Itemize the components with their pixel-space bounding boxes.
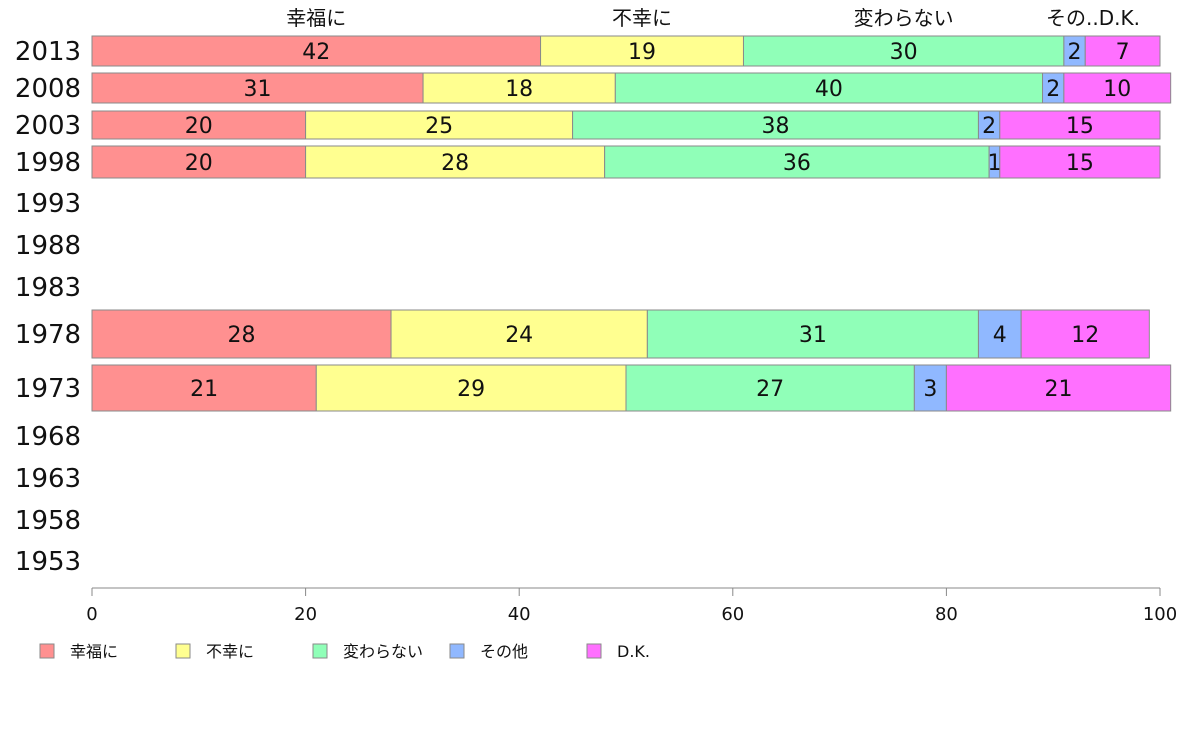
data-label-2013-1: 19: [628, 40, 656, 65]
bar-segment-2013-4: [1084, 35, 1161, 67]
data-label-2003-3: 2: [982, 114, 996, 139]
data-label-1998-3: 1: [987, 151, 1001, 176]
data-label-2008-2: 40: [815, 77, 843, 102]
bar-segment-1973-1: [315, 364, 627, 412]
bar-segment-1978-2: [646, 309, 979, 359]
data-label-1978-0: 28: [228, 323, 256, 348]
year-label-1958: 1958: [15, 506, 81, 536]
data-label-1998-4: 15: [1066, 151, 1094, 176]
data-label-2008-3: 2: [1046, 77, 1060, 102]
data-label-1998-2: 36: [783, 151, 811, 176]
data-label-2008-0: 31: [244, 77, 272, 102]
data-label-2013-3: 2: [1068, 40, 1082, 65]
bar-segment-2008-1: [422, 72, 616, 104]
x-tick-label-0: 0: [86, 604, 97, 625]
bar-segment-1973-3: [913, 364, 947, 412]
bar-segment-1998-4: [999, 145, 1161, 179]
top-label-2: 変わらない: [854, 6, 954, 30]
bar-segment-1998-1: [305, 145, 606, 179]
bar-segment-2008-0: [91, 72, 424, 104]
bar-segment-2013-2: [742, 35, 1065, 67]
year-label-1978: 1978: [15, 320, 81, 350]
bar-segment-1973-2: [625, 364, 915, 412]
data-label-2003-0: 20: [185, 114, 213, 139]
data-label-2013-0: 42: [302, 40, 330, 65]
legend-swatch-2: [312, 643, 328, 659]
x-tick-label-40: 40: [508, 604, 531, 625]
x-tick-label-20: 20: [294, 604, 317, 625]
legend-label-2: 変わらない: [343, 642, 423, 661]
data-label-1973-4: 21: [1045, 377, 1073, 402]
legend-label-0: 幸福に: [70, 642, 118, 661]
top-label-3: その..D.K.: [1046, 6, 1140, 30]
data-label-2008-4: 10: [1103, 77, 1131, 102]
bar-segment-2003-2: [572, 110, 979, 140]
year-label-1988: 1988: [15, 231, 81, 261]
data-label-2003-1: 25: [425, 114, 453, 139]
data-label-2013-2: 30: [890, 40, 918, 65]
top-label-0: 幸福に: [286, 6, 346, 30]
year-label-2013: 2013: [15, 37, 81, 67]
data-label-2013-4: 7: [1116, 40, 1130, 65]
bar-segment-2003-1: [305, 110, 574, 140]
year-label-1968: 1968: [15, 422, 81, 452]
year-label-1993: 1993: [15, 189, 81, 219]
bar-segment-1998-2: [604, 145, 990, 179]
bar-segment-2003-4: [999, 110, 1161, 140]
data-label-2003-2: 38: [762, 114, 790, 139]
bar-segment-2013-1: [540, 35, 744, 67]
x-tick-label-60: 60: [721, 604, 744, 625]
bar-segment-1998-0: [91, 145, 307, 179]
year-label-1973: 1973: [15, 374, 81, 404]
year-label-2008: 2008: [15, 74, 81, 104]
year-label-1983: 1983: [15, 273, 81, 303]
legend-label-4: D.K.: [617, 642, 650, 661]
data-label-1978-4: 12: [1071, 323, 1099, 348]
top-labels: 幸福に 不幸に 変わらない その..D.K.: [286, 6, 1140, 30]
year-label-1998: 1998: [15, 148, 81, 178]
data-label-1973-3: 3: [923, 377, 937, 402]
year-labels: 2013 2008 2003 1998 1993 1988 1983 1978 1973 1968…: [15, 37, 81, 577]
bar-segment-2013-0: [91, 35, 542, 67]
legend: 幸福に 不幸に 変わらない その他 D.K.: [39, 642, 650, 661]
x-tick-label-80: 80: [935, 604, 958, 625]
bar-segment-1978-0: [91, 309, 392, 359]
legend-swatch-1: [175, 643, 191, 659]
x-axis: 0 20 40 60 80 100: [86, 587, 1177, 625]
legend-swatch-4: [586, 643, 602, 659]
bar-segment-1978-4: [1020, 309, 1150, 359]
bar-segment-2008-4: [1063, 72, 1172, 104]
bar-segment-1973-4: [945, 364, 1172, 412]
data-label-2008-1: 18: [505, 77, 533, 102]
data-label-1978-1: 24: [505, 323, 533, 348]
legend-swatch-0: [39, 643, 55, 659]
year-label-2003: 2003: [15, 111, 81, 141]
legend-swatch-3: [449, 643, 465, 659]
data-label-1973-2: 27: [756, 377, 784, 402]
data-label-1978-2: 31: [799, 323, 827, 348]
legend-label-1: 不幸に: [206, 642, 254, 661]
top-label-1: 不幸に: [612, 6, 672, 30]
year-label-1963: 1963: [15, 464, 81, 494]
bar-segment-1973-0: [91, 364, 317, 412]
legend-label-3: その他: [480, 642, 528, 661]
data-label-1973-1: 29: [457, 377, 485, 402]
year-label-1953: 1953: [15, 547, 81, 577]
x-tick-label-100: 100: [1143, 604, 1177, 625]
data-label-2003-4: 15: [1066, 114, 1094, 139]
data-label-1998-0: 20: [185, 151, 213, 176]
bar-segment-1978-1: [390, 309, 648, 359]
bar-segment-2003-0: [91, 110, 307, 140]
data-label-1978-3: 4: [993, 323, 1007, 348]
data-label-1998-1: 28: [441, 151, 469, 176]
data-label-1973-0: 21: [190, 377, 218, 402]
